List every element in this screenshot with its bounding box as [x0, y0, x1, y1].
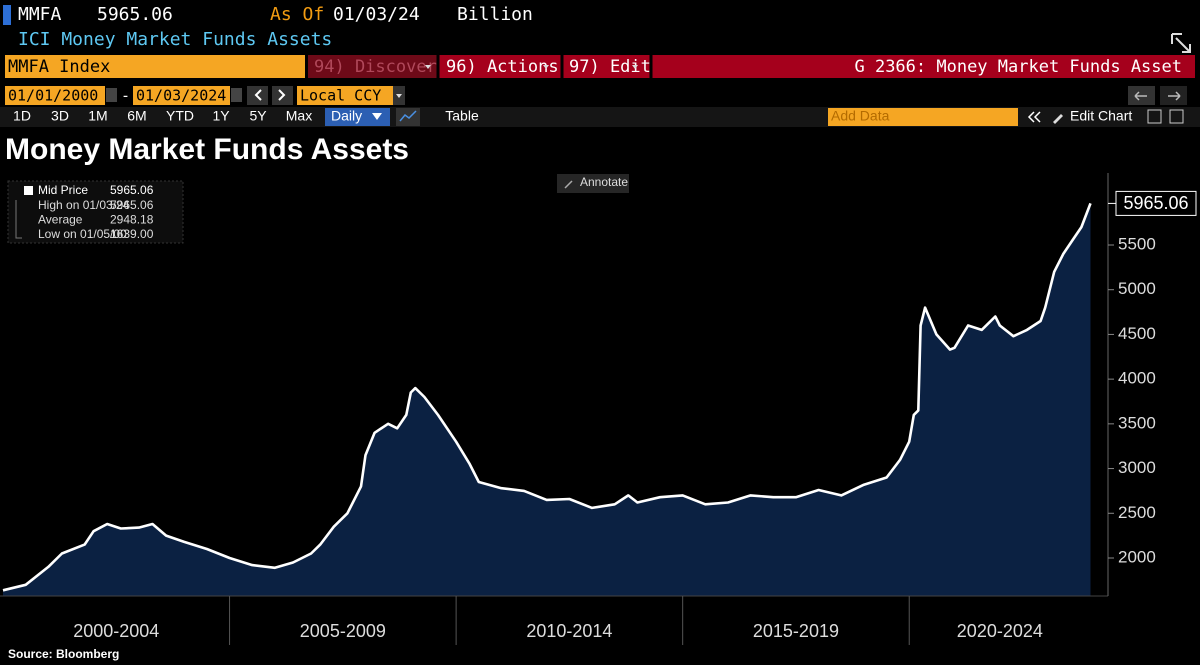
- chevrons: [254, 89, 286, 101]
- marker: [3, 5, 11, 25]
- ticker: MMFA: [18, 4, 62, 25]
- annotate-button[interactable]: [557, 174, 629, 193]
- period-button[interactable]: 1D: [13, 108, 31, 124]
- undo-redo-icons: [1134, 91, 1181, 101]
- period-button[interactable]: 5Y: [249, 108, 267, 124]
- y-tick-label: 5500: [1118, 234, 1156, 253]
- y-tick-label: 3000: [1118, 458, 1156, 477]
- export-icon[interactable]: [1169, 109, 1184, 124]
- x-tick-label: 2010-2014: [526, 621, 612, 641]
- annotate-icon: [564, 180, 573, 189]
- x-tick-label: 2020-2024: [957, 621, 1043, 641]
- price: 5965.06: [97, 4, 173, 25]
- currency[interactable]: Local CCY: [300, 87, 381, 105]
- as-of-label: As Of: [270, 4, 324, 25]
- period-button[interactable]: 1Y: [212, 108, 230, 124]
- dropdown-arrow: [372, 113, 382, 120]
- end-date[interactable]: 01/03/2024: [136, 87, 226, 105]
- period-button[interactable]: YTD: [166, 108, 194, 124]
- legend-label: Average: [38, 213, 83, 227]
- legend-label: High on 01/03/24: [38, 198, 130, 212]
- end-date-input[interactable]: [133, 86, 230, 105]
- menu-bar: [308, 55, 1195, 78]
- table-button[interactable]: Table: [445, 108, 479, 124]
- calendar-icon[interactable]: [106, 88, 117, 102]
- y-tick-label: 4000: [1118, 369, 1156, 388]
- period-button[interactable]: 1M: [88, 108, 107, 124]
- line: [2, 202, 1092, 592]
- start-date-input[interactable]: [5, 86, 105, 105]
- calendar-icon[interactable]: [231, 88, 242, 102]
- security-input[interactable]: [5, 55, 305, 78]
- chart-icon: [399, 110, 417, 122]
- y-tick-label: 5000: [1118, 279, 1156, 298]
- edit-chart[interactable]: Edit Chart: [1070, 108, 1132, 124]
- legend-label: Low on 01/05/00: [38, 227, 127, 241]
- period-button[interactable]: Max: [286, 108, 312, 124]
- description: ICI Money Market Funds Assets: [18, 29, 332, 50]
- collapse-icon[interactable]: [1027, 111, 1041, 123]
- actions[interactable]: 96) Actions: [446, 57, 559, 77]
- legend-value: 5965.06: [110, 198, 154, 212]
- frequency-button[interactable]: [325, 108, 390, 126]
- y-tick-label: 2000: [1118, 547, 1156, 566]
- y-tick-label: 2500: [1118, 503, 1156, 522]
- annotate[interactable]: Annotate: [580, 175, 628, 189]
- period-button[interactable]: 6M: [127, 108, 146, 124]
- security[interactable]: MMFA Index: [8, 57, 110, 77]
- legend-value: 1639.00: [110, 227, 154, 241]
- y-tick-label: 3500: [1118, 413, 1156, 432]
- pencil-icon: [1053, 114, 1063, 124]
- source: Source: Bloomberg: [8, 647, 119, 661]
- legend-bracket: [15, 200, 22, 239]
- currency-input[interactable]: [297, 86, 393, 105]
- settings-icon[interactable]: [1147, 109, 1162, 124]
- x-tick-label: 2015-2019: [753, 621, 839, 641]
- x-tick-label: 2005-2009: [300, 621, 386, 641]
- legend-value: 2948.18: [110, 213, 154, 227]
- legend-value: 5965.06: [110, 183, 154, 197]
- last-price-box: [1115, 190, 1197, 216]
- add-data-input[interactable]: [828, 108, 1018, 126]
- discover-button[interactable]: [308, 55, 438, 78]
- expand-icon[interactable]: [1171, 33, 1191, 53]
- function-title: G 2366: Money Market Funds Asset: [854, 57, 1182, 77]
- area: [3, 203, 1091, 596]
- legend-swatch: [24, 186, 33, 195]
- units: Billion: [457, 4, 533, 25]
- x-tick-label: 2000-2004: [73, 621, 159, 641]
- legend-label: Mid Price: [38, 183, 88, 197]
- y-tick-label: 4500: [1118, 324, 1156, 343]
- chart-title: Money Market Funds Assets: [5, 133, 409, 166]
- legend-box: [7, 180, 184, 244]
- add-data[interactable]: Add Data: [831, 108, 890, 124]
- as-of-date: 01/03/24: [333, 4, 420, 25]
- last-price-label: 5965.06: [1123, 193, 1188, 213]
- edit[interactable]: 97) Edit: [569, 57, 651, 77]
- period-button[interactable]: 3D: [51, 108, 69, 124]
- discover[interactable]: 94) Discover: [314, 57, 437, 77]
- dropdown-arrow: [396, 94, 402, 98]
- frequency[interactable]: Daily: [331, 108, 362, 124]
- date-separator: -: [121, 87, 130, 105]
- start-date[interactable]: 01/01/2000: [8, 87, 98, 105]
